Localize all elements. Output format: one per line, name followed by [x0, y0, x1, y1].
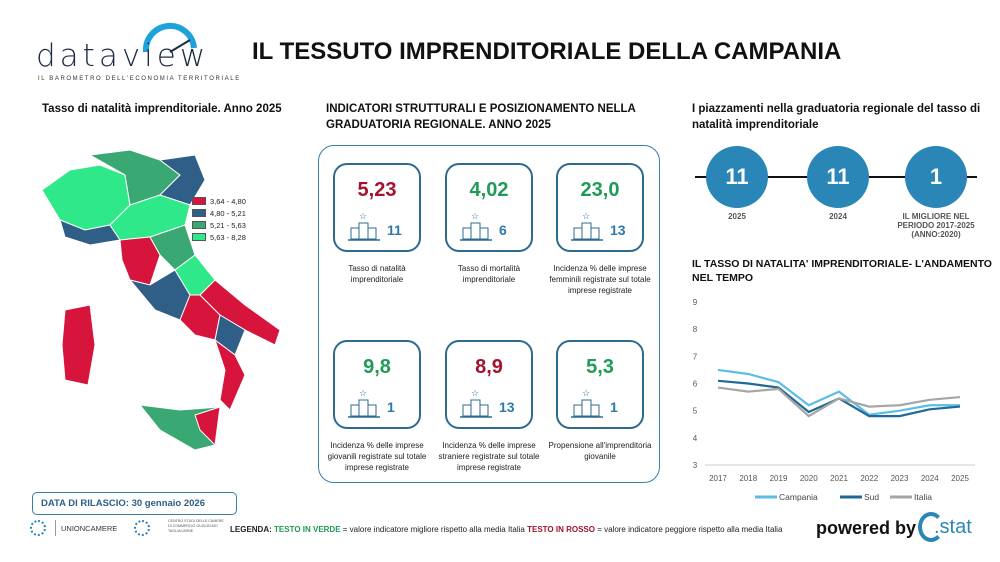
indicator-card: 9,8 ☆ 1	[333, 340, 421, 429]
indicator-rank: 1	[387, 399, 395, 415]
podium-icon: ☆	[571, 211, 603, 241]
podium-icon: ☆	[571, 388, 603, 418]
indicators-title: INDICATORI STRUTTURALI E POSIZIONAMENTO …	[326, 103, 636, 131]
legend-label: Campania	[779, 492, 818, 502]
rank-circle: 11	[706, 146, 768, 208]
indicator-rank: 6	[499, 222, 507, 238]
map-legend-item: 3,64 - 4,80	[192, 195, 246, 207]
indicator-value: 9,8	[363, 356, 391, 378]
y-tick-label: 9	[693, 298, 698, 307]
cstat-logo-icon	[918, 512, 944, 542]
region-calabria	[214, 338, 246, 411]
indicator-label: Propensione all'imprenditoria giovanile	[548, 441, 652, 461]
podium-icon: ☆	[460, 211, 492, 241]
podium-icon: ☆	[460, 388, 492, 418]
rank-label: 2025	[728, 212, 746, 221]
indicator-label: Incidenza % delle imprese femminili regi…	[549, 264, 651, 295]
x-tick-label: 2020	[800, 474, 818, 483]
x-tick-label: 2023	[891, 474, 909, 483]
y-tick-label: 3	[693, 461, 698, 470]
x-tick-label: 2018	[739, 474, 757, 483]
svg-text:☆: ☆	[471, 388, 479, 398]
line-chart: 3 4 5 6 7 8 9 2017 2018 2019 2020 2021 2022 2023 2024 2…	[693, 298, 975, 502]
indicator-label: Incidenza % delle imprese giovanili regi…	[327, 441, 427, 472]
indicator-card: 5,3 ☆ 1	[556, 340, 644, 429]
gauge-logo-icon	[142, 22, 197, 53]
rank-label: IL MIGLIORE NEL PERIODO 2017-2025 (ANNO:…	[897, 212, 975, 239]
tagliacarne-logo-icon	[134, 520, 150, 536]
region-sicily-east	[194, 406, 221, 447]
indicator-label: Tasso di mortalità imprenditoriale	[457, 264, 521, 284]
rank-circle: 1	[905, 146, 967, 208]
y-tick-label: 5	[693, 407, 698, 416]
y-tick-label: 8	[693, 325, 698, 334]
map-legend-item: 5,21 - 5,63	[192, 219, 246, 231]
unioncamere-logo-icon	[30, 520, 46, 536]
map-legend: 3,64 - 4,80 4,80 - 5,21 5,21 - 5,63 5,63 - …	[192, 195, 246, 243]
map-legend-item: 5,63 - 8,28	[192, 231, 246, 243]
indicator-value: 5,3	[586, 356, 614, 378]
ranking-title: I piazzamenti nella graduatoria regional…	[692, 103, 981, 131]
indicator-label: Tasso di natalità imprenditoriale	[348, 264, 406, 284]
indicator-rank: 13	[499, 399, 515, 415]
indicator-rank: 11	[387, 222, 402, 238]
indicators-panel	[318, 145, 660, 483]
series-line-campania	[717, 368, 960, 416]
release-date: DATA DI RILASCIO: 30 gennaio 2026	[32, 492, 237, 515]
footer-legend: LEGENDA: TESTO IN VERDE = valore indicat…	[230, 525, 783, 534]
legend-swatch	[192, 209, 206, 217]
rank-circle: 11	[807, 146, 869, 208]
indicator-value: 5,23	[357, 179, 397, 201]
x-tick-label: 2022	[860, 474, 878, 483]
legend-label: Italia	[914, 492, 932, 502]
x-tick-label: 2021	[830, 474, 848, 483]
logo: dataview	[36, 38, 210, 74]
map-legend-item: 4,80 - 5,21	[192, 207, 246, 219]
y-tick-label: 4	[693, 434, 698, 443]
legend-swatch	[192, 233, 206, 241]
logo-tagline: IL BAROMETRO DELL'ECONOMIA TERRITORIALE	[38, 76, 241, 82]
svg-text:☆: ☆	[582, 211, 590, 221]
x-tick-label: 2025	[951, 474, 969, 483]
y-tick-label: 6	[693, 380, 698, 389]
powered-by: powered by	[816, 518, 917, 538]
podium-icon: ☆	[348, 211, 380, 241]
indicator-rank: 13	[610, 222, 626, 238]
legend-swatch	[192, 197, 206, 205]
x-tick-label: 2017	[709, 474, 727, 483]
svg-text:☆: ☆	[582, 388, 590, 398]
indicator-card: 8,9 ☆ 13	[445, 340, 533, 429]
region-sardinia	[61, 304, 96, 386]
indicator-value: 4,02	[469, 179, 509, 201]
indicator-rank: 1	[610, 399, 618, 415]
cstat-brand: .stat	[934, 516, 972, 538]
map-title: Tasso di natalità imprenditoriale. Anno …	[42, 103, 282, 115]
indicator-card: 5,23 ☆ 11	[333, 163, 421, 252]
indicator-value: 8,9	[475, 356, 503, 378]
x-tick-label: 2019	[770, 474, 788, 483]
unioncamere-label: UNIONCAMERE	[61, 524, 118, 533]
legend-swatch	[192, 221, 206, 229]
tagliacarne-label: CENTRO STUDI DELLE CAMERE DI COMMERCIO G…	[168, 519, 224, 533]
indicator-value: 23,0	[580, 179, 620, 201]
legend-label: Sud	[864, 492, 879, 502]
series-line-italia	[717, 386, 961, 418]
x-tick-label: 2024	[921, 474, 939, 483]
chart-title: IL TASSO DI NATALITA' IMPRENDITORIALE- L…	[692, 258, 992, 284]
svg-text:☆: ☆	[359, 211, 367, 221]
indicator-label: Incidenza % delle imprese straniere regi…	[438, 441, 540, 472]
svg-text:☆: ☆	[471, 211, 479, 221]
indicator-card: 23,0 ☆ 13	[556, 163, 644, 252]
y-tick-label: 7	[693, 352, 698, 361]
italy-map	[41, 149, 281, 451]
indicator-card: 4,02 ☆ 6	[445, 163, 533, 252]
page-title: IL TESSUTO IMPRENDITORIALE DELLA CAMPANI…	[252, 38, 842, 65]
podium-icon: ☆	[348, 388, 380, 418]
rank-label: 2024	[829, 212, 847, 221]
svg-text:☆: ☆	[359, 388, 367, 398]
